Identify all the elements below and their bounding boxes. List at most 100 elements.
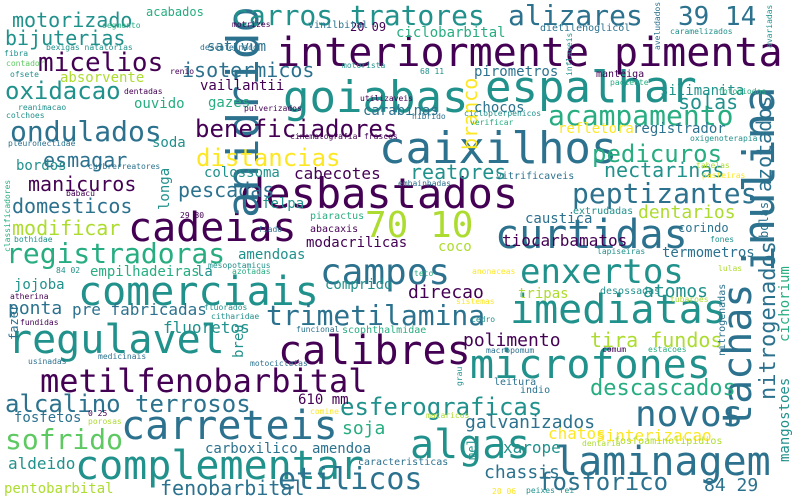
word-manicuros: manicuros (28, 172, 137, 196)
word-reanimacao: reanimacao (18, 103, 67, 112)
word-curtidas: curtidas (495, 212, 688, 258)
word-fones: fones (710, 235, 735, 244)
word-comum: comum (602, 345, 627, 354)
word-registrador: registrador (633, 121, 726, 137)
word-0-25: 0 25 (88, 409, 108, 418)
word-abacaxis: abacaxis (310, 224, 359, 235)
word-motorista: motorista (342, 61, 386, 70)
word-soda: soda (152, 135, 186, 151)
word-colchoes: colchoes (6, 111, 45, 120)
word-ponta: ponta (8, 298, 63, 319)
word-carros-tratores: carros tratores (232, 0, 485, 32)
word-regulavel: regulavel (8, 317, 225, 363)
word-alcalino-terrosos: alcalino terrosos (5, 390, 251, 418)
word-dentarios: dentarios (638, 202, 736, 223)
word-inflaveis: inflaveis (565, 32, 574, 76)
word-termometros: termometros (662, 245, 755, 261)
word-fosfoaminolipidios: fosfoaminolipidios (614, 436, 723, 447)
word-longa: longa (157, 167, 173, 210)
word-dentadas: dentadas (124, 87, 163, 96)
word-pentobarbital: pentobarbital (4, 481, 114, 497)
word-ondulados: ondulados (10, 115, 162, 148)
word-84-29: 84 29 (704, 475, 759, 496)
word-microfones: microfones (470, 342, 711, 388)
word-peixes-rei: peixes rei (526, 486, 575, 495)
word-polimento: polimento (463, 330, 561, 351)
word-sativum: sativum (207, 39, 267, 55)
word-comprido: comprido (325, 277, 393, 293)
word-mesopotamicus: mesopotamicus (208, 261, 271, 270)
word-reatores: reatores (410, 160, 507, 184)
word-usinadas: usinadas (28, 357, 67, 366)
word-oxidacao: oxidacao (5, 77, 121, 105)
word-laminagem: laminagem (554, 439, 771, 485)
word-ciclopterpenicos: ciclopterpenicos (464, 109, 542, 118)
word-dietilenoglicol: dietilenoglicol (540, 23, 631, 34)
word-corindo: corindo (678, 221, 729, 235)
word-contador: contador (6, 59, 45, 68)
word-84-02: 84 02 (56, 266, 81, 275)
word-algas: algas (410, 422, 531, 468)
word-pulverizados: pulverizados (244, 104, 302, 113)
word-sofrido: sofrido (5, 423, 124, 456)
word-imediatas: imediatas (510, 287, 727, 333)
word-amendoas: amendoas (238, 247, 306, 263)
word-felpa: felpa (262, 196, 305, 212)
word-20-06: 20 06 (492, 487, 517, 496)
word-tabelas: tabelas (696, 161, 730, 170)
word-descafeinado: descafeinado (200, 43, 258, 52)
word-domesticos: domesticos (12, 194, 133, 218)
word-chassis: chassis (484, 462, 560, 483)
word-empilhadeiras: empilhadeiras (90, 264, 200, 280)
word-caracteristicas: caracteristicas (358, 457, 449, 468)
word-bordos: bordos (16, 158, 67, 174)
word-hibrido: hibrido (412, 112, 446, 121)
word-paciente: paciente (610, 78, 649, 87)
word-gazes: gazes (208, 95, 251, 111)
word-avariadas: avariadas (765, 4, 774, 48)
word-lapiseiras: lapiseiras (597, 247, 646, 256)
word-bexigas-natatorias: bexigas natatorias (46, 43, 133, 52)
word-bijuterias: bijuterias (5, 26, 126, 50)
word-verificar: verificar (470, 118, 514, 127)
word-campos: campos (320, 252, 451, 293)
word-ciclobarbital: ciclobarbital (396, 25, 506, 41)
word-utilizaveis: utilizaveis (360, 94, 413, 103)
word-pasteiras: pasteiras (702, 171, 746, 180)
word-aveludados: aveludados (653, 1, 662, 50)
word-tubaroes: tubaroes (670, 295, 709, 304)
word-cedro: cedro (471, 315, 496, 324)
word-descascados: descascados (590, 376, 736, 401)
word-nectarinas: nectarinas (604, 158, 725, 182)
word-sistemas: sistemas (456, 297, 495, 306)
word-jojoba: jojoba (14, 277, 65, 293)
word-fazer: fazer (7, 303, 21, 340)
word-39-14: 39 14 (678, 2, 757, 32)
word-pescadas: pescadas (178, 178, 275, 202)
word-carboxilico: carboxilico (205, 441, 298, 457)
word-complementar: complementar (75, 443, 364, 489)
word-macropomum: macropomum (486, 346, 535, 355)
word-indio: indio (520, 385, 551, 396)
word-curbrerreatores: curbrerreatores (88, 162, 161, 171)
word-pedicuros: pedicuros (592, 140, 723, 168)
word-esmagar: esmagar (43, 148, 128, 172)
word-tiocarbamatos: tiocarbamatos (502, 231, 628, 250)
word-dentaria: dentaria (582, 439, 621, 448)
word-macaricos: macaricos (426, 411, 470, 420)
word-oxigenoterapia: oxigenoterapia (690, 134, 758, 143)
word-vaillantii: vaillantii (200, 78, 285, 94)
word-vitrificaveis: vitrificaveis (496, 171, 575, 182)
word-29-30: 29 30 (180, 211, 205, 220)
word-bothidae: bothidae (14, 235, 53, 244)
word-citharidae: citharidae (211, 312, 260, 321)
word-frascos: frascos (364, 132, 398, 141)
word-fluoretos: fluoretos (163, 318, 250, 337)
word-renio: renio (170, 67, 195, 76)
word-espalhar: espalhar (485, 62, 697, 113)
word-desbastados: desbastados (240, 169, 519, 218)
word-extrudadas: extrudadas (573, 206, 634, 217)
word-fiado: fiado (258, 225, 283, 234)
word-fotodiodos: fotodiodos (718, 87, 767, 96)
word-mangostoes: mangostoes (777, 377, 793, 462)
